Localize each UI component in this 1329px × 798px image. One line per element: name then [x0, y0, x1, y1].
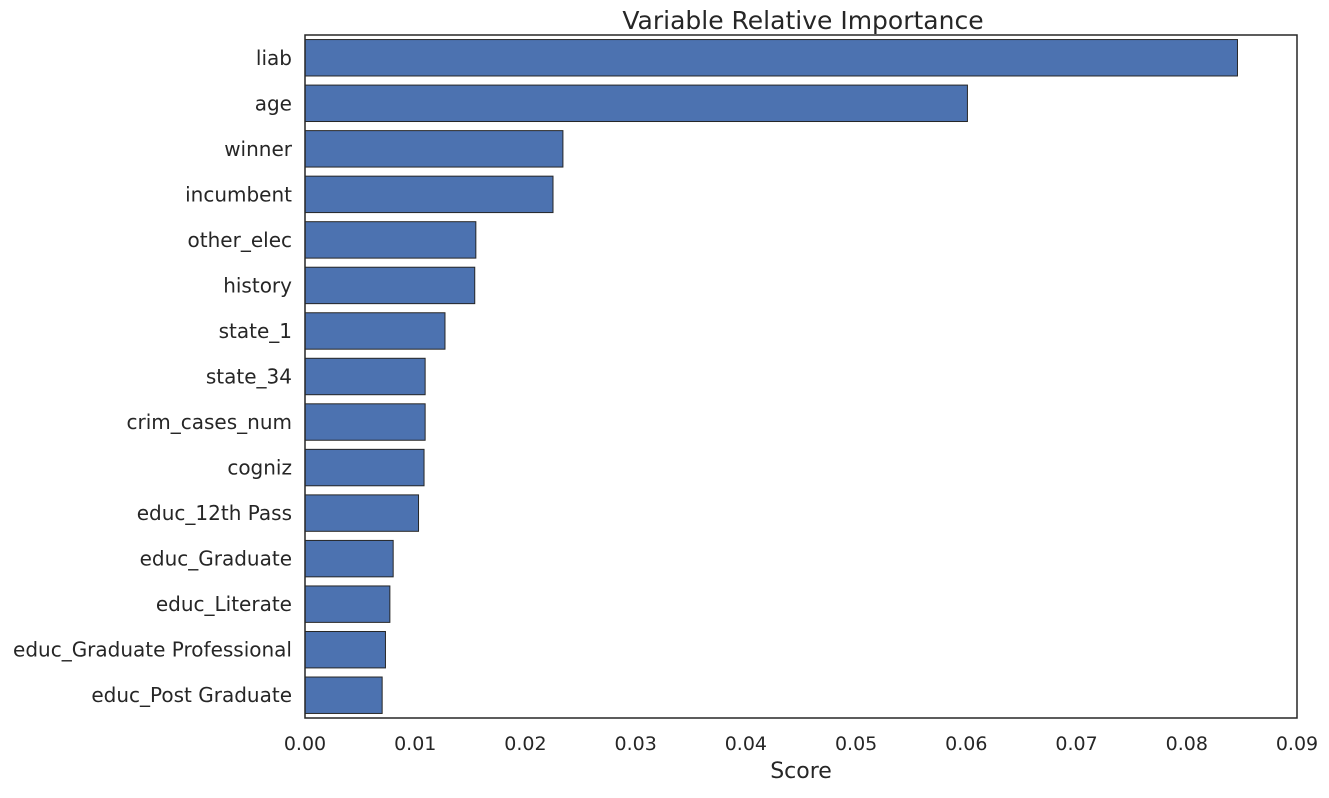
- x-tick-label: 0.07: [1055, 733, 1097, 755]
- category-label: winner: [224, 137, 293, 161]
- x-tick-label: 0.05: [835, 733, 877, 755]
- bar: [304, 175, 554, 214]
- x-tick-label: 0.00: [284, 733, 326, 755]
- x-tick-label: 0.01: [394, 733, 436, 755]
- bar: [304, 630, 386, 669]
- bar: [304, 39, 1238, 77]
- category-label: educ_Graduate: [140, 547, 292, 571]
- category-label: educ_Post Graduate: [91, 683, 292, 707]
- category-label: educ_Literate: [156, 592, 292, 616]
- bar: [304, 84, 968, 123]
- category-label: age: [255, 91, 292, 115]
- bars-group: [304, 39, 1238, 714]
- x-tick-label: 0.08: [1166, 733, 1208, 755]
- category-label: history: [223, 273, 292, 297]
- bar: [304, 357, 426, 396]
- bar: [304, 448, 425, 487]
- x-tick-label: 0.02: [504, 733, 546, 755]
- category-label: crim_cases_num: [127, 410, 293, 434]
- bar: [304, 403, 426, 441]
- x-tick-label: 0.09: [1276, 733, 1318, 755]
- x-axis-ticks: 0.00 0.01 0.02 0.03 0.04 0.05 0.06 0.07 0.08 0.09: [284, 733, 1318, 755]
- x-axis-label: Score: [770, 759, 832, 784]
- category-label: incumbent: [185, 182, 292, 206]
- bar: [304, 585, 391, 623]
- bar: [304, 494, 420, 532]
- plot-frame: [304, 34, 1298, 719]
- bar: [304, 312, 446, 350]
- category-label: educ_12th Pass: [137, 501, 292, 525]
- bar: [304, 130, 564, 168]
- category-label: state_34: [206, 365, 292, 389]
- bar: [304, 539, 394, 578]
- bar: [304, 676, 383, 714]
- category-label: state_1: [219, 319, 292, 343]
- category-label: educ_Graduate Professional: [13, 638, 292, 662]
- x-tick-label: 0.04: [725, 733, 767, 755]
- category-label: cogniz: [227, 456, 292, 480]
- category-label: other_elec: [188, 228, 292, 252]
- bar: [304, 266, 476, 305]
- x-tick-label: 0.06: [945, 733, 987, 755]
- x-tick-label: 0.03: [615, 733, 657, 755]
- category-label: liab: [256, 46, 292, 70]
- chart-title: Variable Relative Importance: [622, 6, 983, 35]
- bar: [304, 221, 477, 259]
